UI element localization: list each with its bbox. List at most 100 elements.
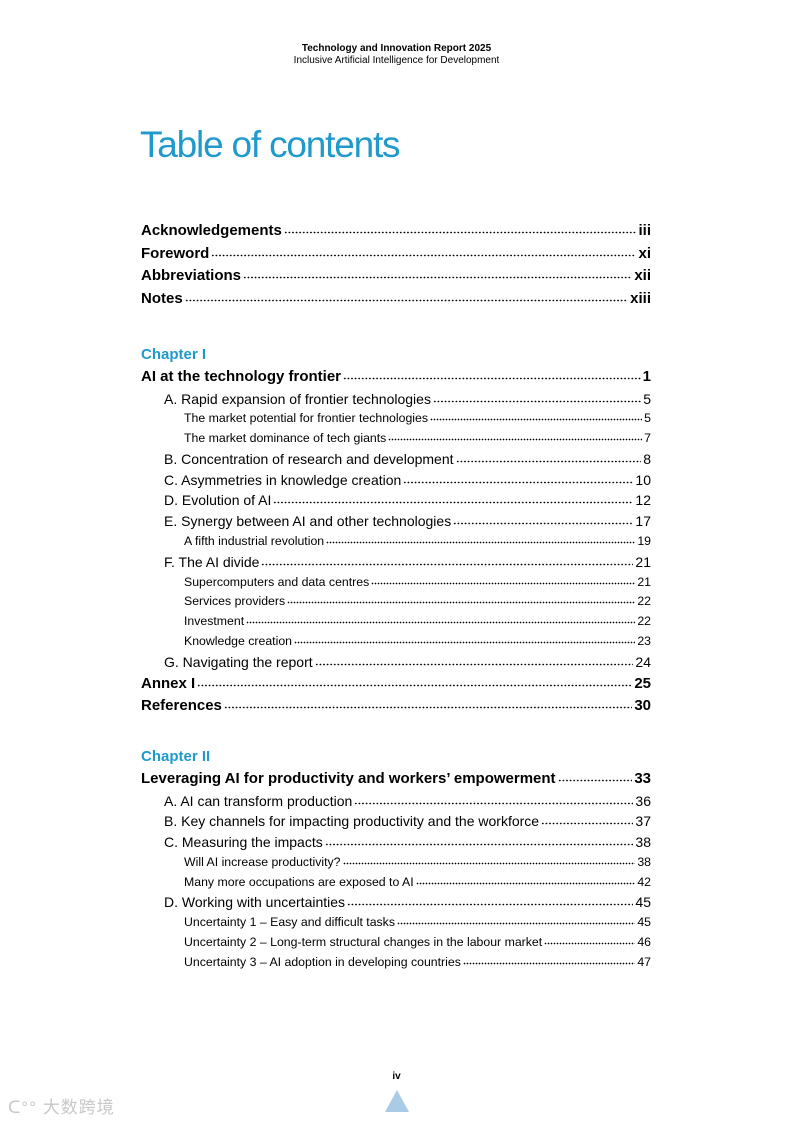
dot-leader <box>343 365 641 380</box>
dot-leader <box>557 767 633 782</box>
toc-entry[interactable]: Annex I 25 <box>141 671 651 696</box>
toc-entry[interactable]: AI at the technology frontier 1 <box>141 365 651 389</box>
dot-leader <box>273 490 634 505</box>
dot-leader <box>415 872 636 885</box>
dot-leader <box>287 592 636 605</box>
toc-entry-label: Will AI increase productivity? <box>184 854 341 869</box>
dot-leader <box>541 811 634 826</box>
toc-entry[interactable]: A. Rapid expansion of frontier technolog… <box>141 388 651 410</box>
toc-entry[interactable]: Foreword xi <box>141 241 651 266</box>
toc-entry[interactable]: Uncertainty 2 – Long-term structural cha… <box>141 932 651 953</box>
toc-entry-page: 22 <box>637 614 651 629</box>
toc-entry[interactable]: Uncertainty 1 – Easy and difficult tasks… <box>141 912 651 933</box>
toc-entry-page: 45 <box>635 894 651 911</box>
toc-entry[interactable]: B. Concentration of research and develop… <box>141 448 651 470</box>
toc-entry[interactable]: The market potential for frontier techno… <box>141 409 651 429</box>
toc-entry-label: G. Navigating the report <box>164 653 313 670</box>
toc-entry-label: Uncertainty 1 – Easy and difficult tasks <box>184 915 395 930</box>
running-header: Technology and Innovation Report 2025 In… <box>0 43 793 67</box>
toc-entry[interactable]: Many more occupations are exposed to AI 4… <box>141 872 651 893</box>
dot-leader <box>184 286 629 302</box>
toc-entry-label: Leveraging AI for productivity and worke… <box>141 770 556 787</box>
toc-entry[interactable]: Notes xiii <box>141 286 651 311</box>
toc-entry-label: AI at the technology frontier <box>141 368 342 385</box>
toc-entry-label: Abbreviations <box>141 267 242 284</box>
toc-entry-page: 36 <box>635 792 651 809</box>
toc-entry[interactable]: Will AI increase productivity? 38 <box>141 852 651 873</box>
dot-leader <box>223 694 633 710</box>
dot-leader <box>324 832 634 847</box>
toc-entry-label: Many more occupations are exposed to AI <box>184 874 414 889</box>
dot-leader <box>243 264 633 279</box>
toc-entry[interactable]: Investment 22 <box>141 611 651 632</box>
toc-entry-label: Foreword <box>141 244 210 262</box>
toc-entry-label: Services providers <box>184 594 286 609</box>
toc-entry[interactable]: B. Key channels for impacting productivi… <box>141 811 651 832</box>
toc-entry-page: 38 <box>637 854 651 869</box>
toc-entry-page: xii <box>634 267 651 284</box>
dot-leader <box>455 448 642 463</box>
toc-entry[interactable]: Uncertainty 3 – AI adoption in developin… <box>141 952 651 973</box>
dot-leader <box>354 790 634 805</box>
toc-entry-label: A. Rapid expansion of frontier technolog… <box>164 390 431 407</box>
toc-entry[interactable]: D. Evolution of AI 12 <box>141 490 651 511</box>
toc-entry-page: 17 <box>635 513 651 530</box>
toc-entry-page: xiii <box>630 289 651 307</box>
watermark-logo: ᑕ°° 大数跨境 <box>8 1098 115 1117</box>
toc-entry[interactable]: G. Navigating the report 24 <box>141 651 651 673</box>
dot-leader <box>403 469 634 484</box>
dot-leader <box>326 531 636 545</box>
toc-entry-label: D. Working with uncertainties <box>164 894 346 911</box>
toc-entry-page: 24 <box>635 653 651 670</box>
dot-leader <box>197 671 633 687</box>
toc-entry-page: 10 <box>635 471 651 488</box>
toc-entry-label: Uncertainty 2 – Long-term structural cha… <box>184 935 543 950</box>
toc-entry[interactable]: The market dominance of tech giants 7 <box>141 428 651 449</box>
toc-entry[interactable]: References 30 <box>141 694 651 718</box>
toc-entry[interactable]: Leveraging AI for productivity and worke… <box>141 767 651 791</box>
toc-entry[interactable]: Acknowledgements iii <box>141 219 651 243</box>
toc-entry[interactable]: Supercomputers and data centres 21 <box>141 572 651 593</box>
toc-entry-label: The market dominance of tech giants <box>184 431 387 446</box>
toc-entry[interactable]: A. AI can transform production 36 <box>141 790 651 812</box>
toc-entry-page: 30 <box>634 697 651 715</box>
toc-entry-page: 38 <box>635 834 651 851</box>
dot-leader <box>283 219 637 234</box>
report-title: Technology and Innovation Report 2025 <box>301 43 492 54</box>
page-number: iv <box>392 1071 401 1082</box>
toc-chapter-1: Chapter I AI at the technology frontier 1 A… <box>141 344 651 718</box>
toc-entry-label: C. Measuring the impacts <box>164 834 323 851</box>
toc-entry[interactable]: A fifth industrial revolution 19 <box>141 531 651 552</box>
toc-entry-label: Supercomputers and data centres <box>184 574 370 589</box>
toc-entry[interactable]: D. Working with uncertainties 45 <box>141 892 651 913</box>
toc-entry[interactable]: Services providers 22 <box>141 592 651 612</box>
dot-leader <box>261 551 634 566</box>
toc-entry-page: 45 <box>637 915 651 930</box>
toc-entry[interactable]: F. The AI divide 21 <box>141 551 651 573</box>
dot-leader <box>396 912 636 926</box>
toc-entry[interactable]: C. Asymmetries in knowledge creation 10 <box>141 469 651 491</box>
toc-entry-page: 47 <box>637 954 651 969</box>
dot-leader <box>462 952 636 965</box>
toc-entry-page: 8 <box>643 450 651 467</box>
toc-entry-page: 5 <box>644 411 651 426</box>
toc-entry[interactable]: Knowledge creation 23 <box>141 631 651 652</box>
toc-chapter-2: Chapter II Leveraging AI for productivity… <box>141 746 651 973</box>
toc-entry-page: 25 <box>634 674 651 692</box>
toc-entry[interactable]: E. Synergy between AI and other technolo… <box>141 511 651 532</box>
chapter-heading: Chapter I <box>141 346 207 363</box>
toc-entry[interactable]: C. Measuring the impacts 38 <box>141 832 651 853</box>
toc-entry[interactable]: Abbreviations xii <box>141 264 651 288</box>
toc-entry-label: E. Synergy between AI and other technolo… <box>164 513 452 530</box>
toc-entry-page: 46 <box>637 935 651 950</box>
chevron-up-icon[interactable] <box>385 1090 409 1112</box>
toc-entry-label: Investment <box>184 614 245 629</box>
dot-leader <box>430 409 643 422</box>
dot-leader <box>371 572 636 585</box>
dot-leader <box>388 428 643 442</box>
toc-entry-label: B. Key channels for impacting productivi… <box>164 813 540 830</box>
toc-entry-page: 19 <box>637 534 651 549</box>
toc-entry-page: 12 <box>635 492 651 509</box>
page-title: Table of contents <box>140 124 401 165</box>
toc-entry-page: 5 <box>643 390 651 407</box>
